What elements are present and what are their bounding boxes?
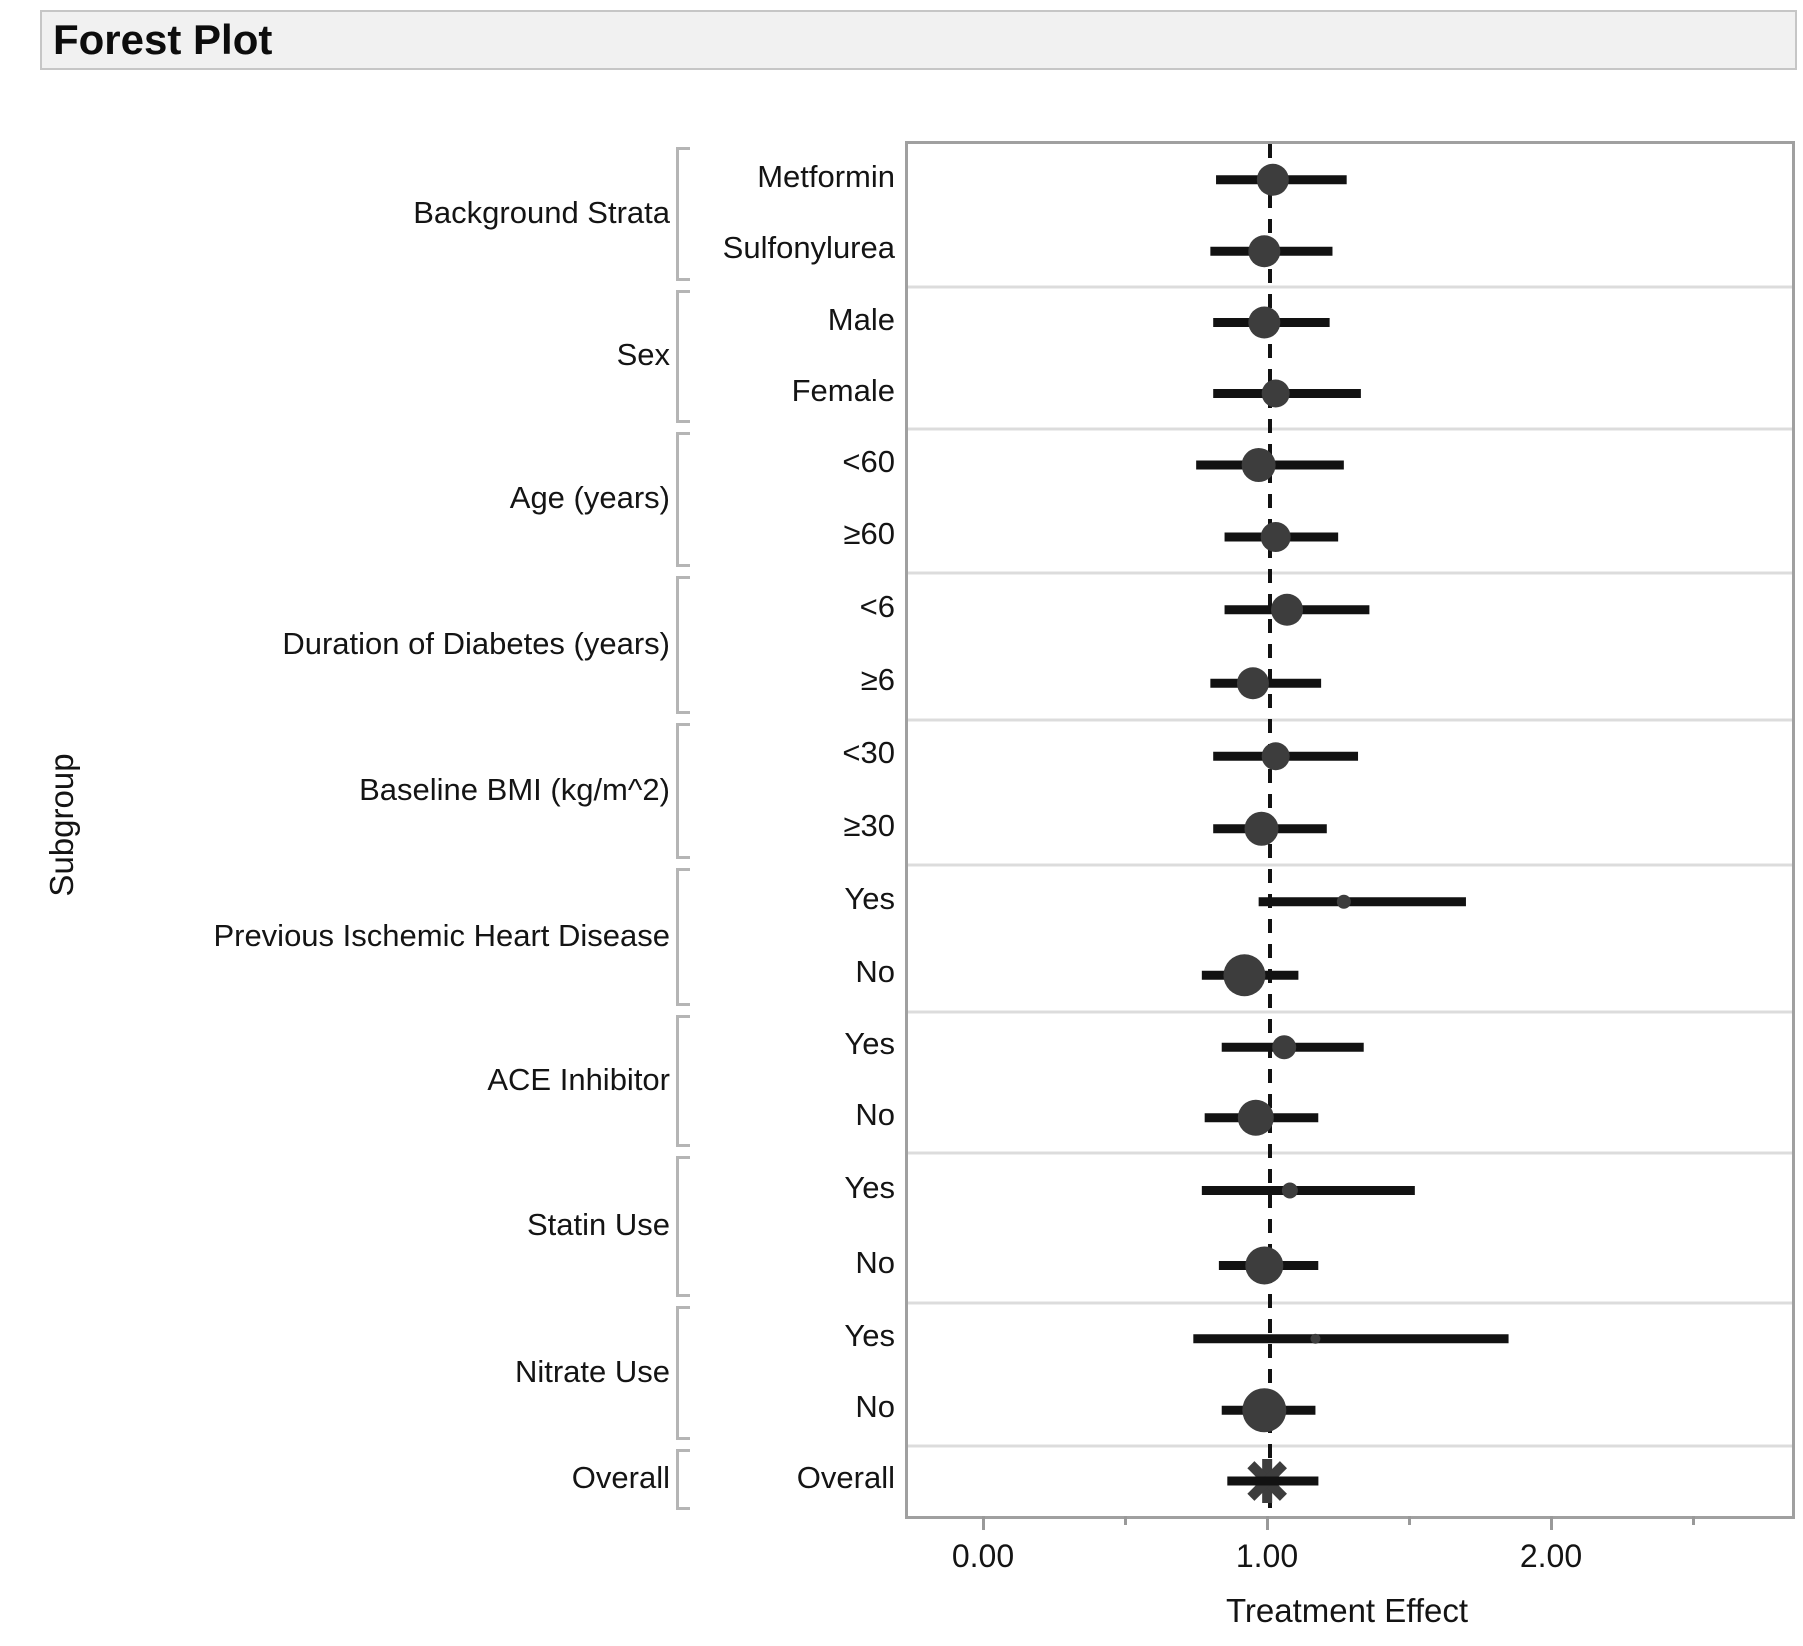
group-bracket [676, 432, 690, 567]
subgroup-group-label: Sex [616, 337, 670, 372]
group-bracket [676, 868, 690, 1006]
subgroup-item-label: ≥30 [843, 807, 896, 843]
subgroup-group-label: Background Strata [413, 194, 670, 230]
report-section-title: Forest Plot [53, 16, 273, 63]
x-axis-minor-tick [1124, 1516, 1127, 1525]
forest-plot-frame [905, 141, 1795, 1519]
estimate-marker[interactable] [1272, 1035, 1297, 1060]
estimate-marker[interactable] [1260, 522, 1291, 552]
x-axis-major-tick [982, 1516, 985, 1530]
subgroup-item-label: Sulfonylurea [722, 230, 895, 266]
x-axis-minor-tick [1692, 1516, 1695, 1525]
subgroup-group-label: Age (years) [509, 480, 670, 515]
subgroup-item-label: Metformin [757, 158, 895, 194]
subgroup-group-label: ACE Inhibitor [487, 1061, 670, 1097]
group-bracket [676, 1449, 690, 1510]
estimate-marker[interactable] [1241, 448, 1276, 482]
estimate-marker[interactable] [1256, 163, 1289, 196]
group-bracket [676, 723, 690, 859]
x-axis-title: Treatment Effect [1225, 1592, 1469, 1629]
estimate-marker[interactable] [1248, 306, 1281, 339]
subgroup-item-label: Yes [844, 880, 895, 916]
report-section-header[interactable]: Forest Plot [40, 10, 1797, 70]
subgroup-item-label: <6 [859, 588, 895, 624]
x-axis-tick-label: 2.00 [1519, 1538, 1583, 1574]
estimate-marker[interactable] [1261, 742, 1290, 771]
group-bracket [676, 1156, 690, 1297]
subgroup-item-label: No [855, 1389, 895, 1425]
subgroup-group-label: Previous Ischemic Heart Disease [213, 917, 670, 953]
subgroup-item-label: No [855, 1244, 895, 1280]
x-axis-tick-label: 0.00 [951, 1538, 1015, 1574]
group-bracket [676, 576, 690, 714]
estimate-marker[interactable] [1248, 235, 1281, 268]
subgroup-item-label: No [855, 954, 895, 990]
estimate-marker[interactable] [1244, 811, 1279, 846]
subgroup-item-label: Yes [844, 1169, 895, 1205]
subgroup-item-label: Yes [844, 1317, 895, 1353]
subgroup-item-label: <60 [842, 444, 895, 479]
group-bracket [676, 147, 690, 281]
estimate-marker[interactable] [1336, 894, 1351, 909]
subgroup-group-label: Baseline BMI (kg/m^2) [359, 771, 670, 807]
group-bracket [676, 1306, 690, 1440]
x-axis-major-tick [1266, 1516, 1269, 1530]
estimate-marker[interactable] [1242, 1388, 1287, 1433]
estimate-marker[interactable] [1223, 954, 1266, 997]
estimate-marker[interactable] [1281, 1182, 1298, 1199]
group-bracket [676, 1015, 690, 1147]
estimate-marker[interactable] [1237, 1099, 1274, 1136]
subgroup-item-label: ≥6 [860, 662, 895, 698]
subgroup-item-label: Female [791, 372, 895, 408]
group-bracket [676, 290, 690, 423]
subgroup-item-label: Male [827, 301, 895, 337]
subgroup-item-label: Overall [796, 1460, 895, 1495]
x-axis-major-tick [1550, 1516, 1553, 1530]
subgroup-item-label: No [855, 1096, 895, 1132]
subgroup-item-label: Yes [844, 1026, 895, 1062]
estimate-marker[interactable] [1245, 1246, 1284, 1285]
subgroup-group-label: Statin Use [526, 1207, 670, 1242]
subgroup-group-label: Nitrate Use [514, 1353, 670, 1389]
subgroup-group-label: Duration of Diabetes (years) [282, 625, 670, 661]
estimate-marker[interactable] [1310, 1333, 1321, 1344]
x-axis-minor-tick [1408, 1516, 1411, 1525]
subgroup-item-label: ≥60 [843, 516, 896, 551]
subgroup-item-label: <30 [842, 735, 895, 771]
x-axis-tick-label: 1.00 [1235, 1538, 1299, 1574]
estimate-marker[interactable] [1261, 379, 1290, 408]
estimate-marker[interactable] [1271, 593, 1304, 626]
estimate-marker[interactable] [1236, 667, 1269, 700]
forest-plot-canvas [908, 144, 1792, 1516]
subgroup-group-label: Overall [571, 1460, 670, 1495]
